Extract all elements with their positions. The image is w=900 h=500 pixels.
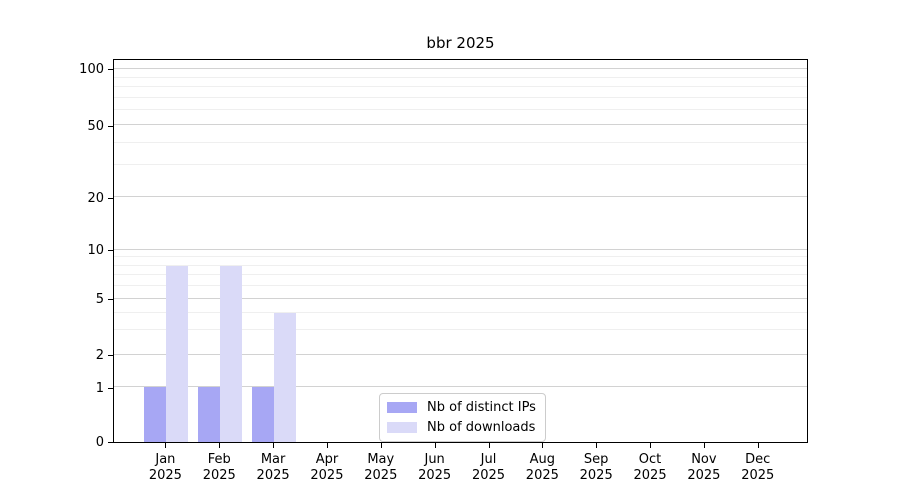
x-tick-year: 2025 — [579, 468, 613, 483]
x-tick-year: 2025 — [741, 468, 775, 483]
x-tick-year: 2025 — [148, 468, 182, 483]
x-tick-year: 2025 — [418, 468, 452, 483]
x-tick-mark — [703, 443, 705, 448]
x-tick-year: 2025 — [256, 468, 290, 483]
y-tick-label: 20 — [87, 190, 104, 206]
y-tick-label: 0 — [95, 435, 104, 451]
x-tick-label: Jan 2025 — [130, 452, 200, 484]
legend-row: Nb of distinct IPs — [387, 399, 536, 416]
major-gridline — [114, 386, 807, 388]
y-tick-label: 1 — [95, 380, 104, 396]
x-tick-mark — [434, 443, 436, 448]
plot-area: Nb of distinct IPs Nb of downloads — [113, 59, 808, 443]
major-gridline — [114, 354, 807, 355]
x-tick-year: 2025 — [525, 468, 559, 483]
legend-swatch-downloads — [387, 422, 417, 433]
legend-label: Nb of distinct IPs — [427, 400, 536, 415]
x-tick-label: Aug 2025 — [507, 452, 577, 484]
minor-gridline — [114, 164, 807, 166]
minor-gridline — [114, 76, 807, 78]
minor-gridline — [114, 329, 807, 331]
major-gridline — [114, 298, 807, 299]
x-tick-label: Jul 2025 — [454, 452, 524, 484]
y-tick-label: 50 — [87, 118, 104, 134]
x-tick-year: 2025 — [202, 468, 236, 483]
x-tick-mark — [165, 443, 167, 448]
x-tick-mark — [650, 443, 652, 448]
major-gridline — [114, 124, 807, 126]
x-tick-mark — [273, 443, 275, 448]
x-tick-year: 2025 — [310, 468, 344, 483]
y-tick-label: 5 — [95, 292, 104, 308]
bar-ips-feb — [198, 387, 221, 442]
x-tick-label: Apr 2025 — [292, 452, 362, 484]
y-tick-label: 100 — [79, 62, 104, 78]
x-tick-label: Feb 2025 — [184, 452, 254, 484]
x-tick-mark — [380, 443, 382, 448]
bar-downloads-mar — [274, 312, 297, 442]
y-tick-label: 10 — [87, 243, 104, 259]
x-tick-mark — [326, 443, 328, 448]
x-tick-mark — [596, 443, 598, 448]
x-tick-label: Sep 2025 — [561, 452, 631, 484]
minor-gridline — [114, 264, 807, 266]
x-tick-year: 2025 — [687, 468, 721, 483]
x-tick-mark — [757, 443, 759, 448]
minor-gridline — [114, 109, 807, 111]
legend-row: Nb of downloads — [387, 419, 536, 436]
x-tick-label: Mar 2025 — [238, 452, 308, 484]
major-gridline — [114, 67, 807, 69]
bar-downloads-feb — [220, 265, 243, 442]
x-tick-label: Oct 2025 — [615, 452, 685, 484]
x-tick-year: 2025 — [633, 468, 667, 483]
minor-gridline — [114, 285, 807, 287]
bar-ips-jan — [144, 387, 167, 442]
minor-gridline — [114, 274, 807, 276]
legend-swatch-ips — [387, 402, 417, 413]
y-tick-label: 2 — [95, 348, 104, 364]
minor-gridline — [114, 311, 807, 313]
bar-downloads-jan — [166, 265, 189, 442]
major-gridline — [114, 196, 807, 198]
chart-title: bbr 2025 — [426, 34, 495, 52]
minor-gridline — [114, 96, 807, 98]
minor-gridline — [114, 141, 807, 143]
legend: Nb of distinct IPs Nb of downloads — [379, 393, 546, 442]
x-tick-label: Dec 2025 — [723, 452, 793, 484]
major-gridline — [114, 248, 807, 250]
x-tick-label: Jun 2025 — [400, 452, 470, 484]
minor-gridline — [114, 256, 807, 258]
bar-ips-mar — [252, 387, 275, 442]
x-tick-year: 2025 — [471, 468, 506, 483]
x-tick-label: Nov 2025 — [669, 452, 739, 484]
x-tick-mark — [488, 443, 490, 448]
minor-gridline — [114, 86, 807, 88]
x-tick-label: May 2025 — [346, 452, 416, 484]
x-tick-year: 2025 — [364, 468, 398, 483]
legend-label: Nb of downloads — [427, 420, 536, 435]
x-tick-mark — [219, 443, 221, 448]
x-tick-mark — [542, 443, 544, 448]
